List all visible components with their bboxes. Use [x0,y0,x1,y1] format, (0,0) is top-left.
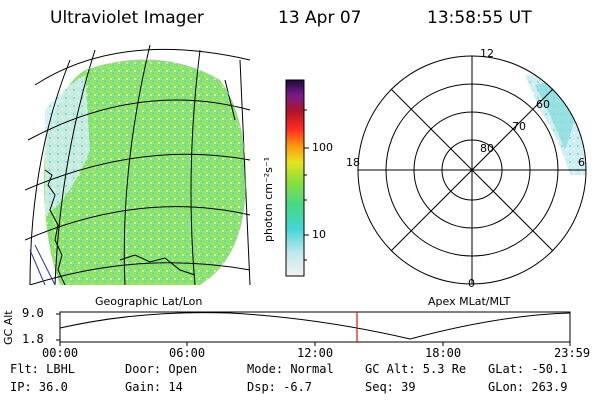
geo-label: Geographic Lat/Lon [95,295,203,308]
altitude-xtick-2359: 23:59 [554,346,591,360]
polar-label-18: 18 [346,156,360,169]
glat-value: GLat: -50.1 [488,362,568,376]
altitude-xtick-0600: 06:00 [169,346,206,360]
glon-value: GLon: 263.9 [488,380,568,394]
colorbar-tick-10: 10 [312,228,326,241]
polar-label-0: 0 [468,277,475,290]
altitude-ytick-max: 9.0 [22,306,44,320]
polar-ring-80: 80 [480,142,494,155]
polar-ring-70: 70 [512,120,526,133]
altitude-ylabel: GC Alt [2,310,15,345]
polar-ring-60: 60 [536,98,550,111]
altitude-ytick-min: 1.8 [22,332,44,346]
altitude-plot [56,311,571,346]
door-value: Door: Open [125,362,198,376]
polar-label-6: 6 [578,156,585,169]
filter-value: Flt: LBHL [10,362,76,376]
colorbar-unit-label: photon cm⁻²s⁻¹ [262,156,275,242]
time-label: 13:58:55 UT [427,8,532,28]
polar-plot [357,55,587,285]
mode-value: Mode: Normal [247,362,334,376]
date-label: 13 Apr 07 [278,8,362,28]
apex-label: Apex MLat/MLT [428,295,511,308]
altitude-xtick-1800: 18:00 [425,346,462,360]
dsp-value: Dsp: -6.7 [247,380,313,394]
seq-value: Seq: 39 [365,380,416,394]
geographic-image [25,45,251,285]
altitude-xtick-0000: 00:00 [42,346,79,360]
altitude-xtick-1200: 12:00 [297,346,334,360]
colorbar [285,79,305,277]
colorbar-tick-100: 100 [312,141,333,154]
polar-label-12: 12 [480,47,494,60]
gcalt-value: GC Alt: 5.3 Re [365,362,467,376]
gain-value: Gain: 14 [125,380,183,394]
instrument-title: Ultraviolet Imager [50,8,204,28]
info-panel: Flt: LBHL IP: 36.0 Door: Open Gain: 14 M… [10,362,595,398]
ip-value: IP: 36.0 [10,380,68,394]
